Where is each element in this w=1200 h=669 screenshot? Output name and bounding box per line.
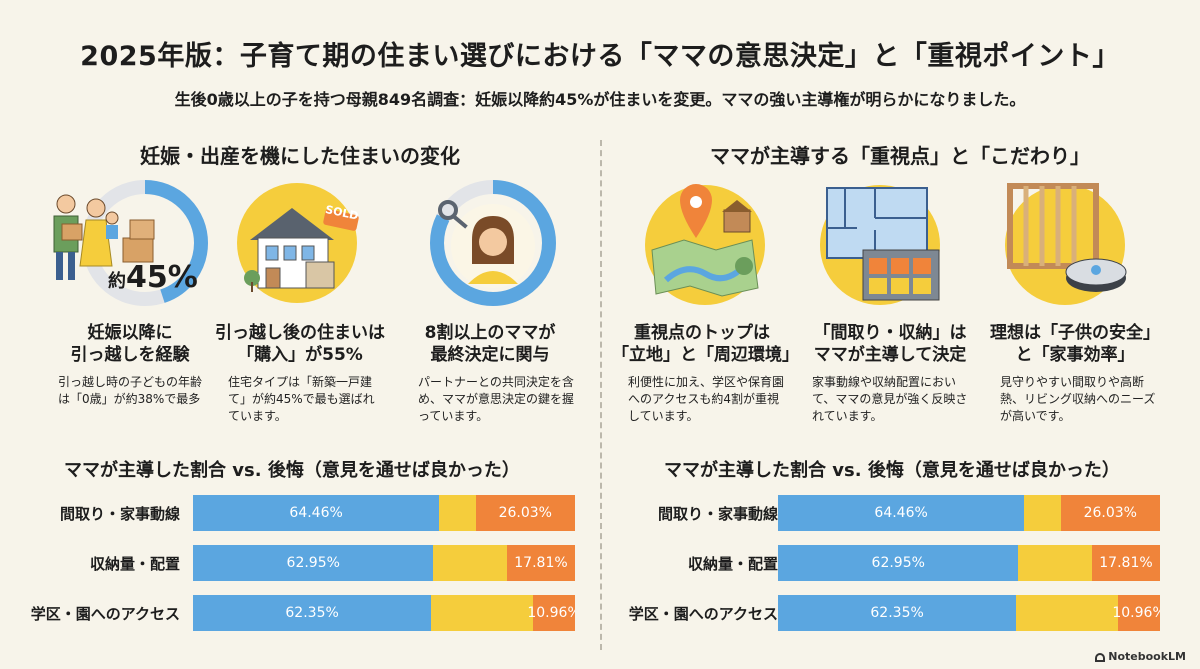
center-divider xyxy=(600,140,602,650)
left-led-bar: 64.46% xyxy=(193,495,440,531)
right-regret-bar: 10.96% xyxy=(1112,595,1160,631)
left-bar-row: 62.95% 17.81% xyxy=(193,545,575,581)
left-gap-bar xyxy=(433,545,507,581)
right-led-bar: 64.46% xyxy=(778,495,1025,531)
left-card-3-desc: パートナーとの共同決定を含め、ママが意思決定の鍵を握っています。 xyxy=(418,375,575,423)
left-row-label: 学区・園へのアクセス xyxy=(30,605,180,623)
left-bar-row: 62.35% 10.96% xyxy=(193,595,575,631)
right-card-1-title: 重視点のトップは 「立地」と「周辺環境」 xyxy=(612,323,799,365)
right-regret-bar: 17.81% xyxy=(1091,545,1160,581)
left-regret-bar: 26.03% xyxy=(475,495,575,531)
right-regret-bar: 26.03% xyxy=(1060,495,1160,531)
left-chart-title: ママが主導した割合 vs. 後悔（意見を通せば良かった） xyxy=(64,460,520,481)
right-card-1-desc: 利便性に加え、学区や保育園へのアクセスも約4割が重視しています。 xyxy=(628,375,785,423)
right-led-bar: 62.95% xyxy=(778,545,1019,581)
left-led-bar: 62.95% xyxy=(193,545,434,581)
right-gap-bar xyxy=(1018,545,1092,581)
family-boxes-icon xyxy=(48,188,158,288)
left-card-1-desc: 引っ越し時の子どもの年齢は「0歳」が約38%で最多 xyxy=(58,375,203,406)
right-bar-row: 62.35% 10.96% xyxy=(778,595,1160,631)
right-section-title: ママが主導する「重視点」と「こだわり」 xyxy=(710,144,1090,168)
left-section-title: 妊娠・出産を機にした住まいの変化 xyxy=(140,144,460,168)
right-chart-title: ママが主導した割合 vs. 後悔（意見を通せば良かった） xyxy=(664,460,1120,481)
right-bar-row: 64.46% 26.03% xyxy=(778,495,1160,531)
left-led-bar: 62.35% xyxy=(193,595,432,631)
moving-percentage-badge: 約45% xyxy=(108,260,198,295)
right-gap-bar xyxy=(1024,495,1061,531)
left-gap-bar xyxy=(431,595,534,631)
right-row-label: 間取り・家事動線 xyxy=(657,505,778,523)
safety-gate-robot-icon xyxy=(1000,180,1130,310)
right-row-label: 学区・園へのアクセス xyxy=(628,605,778,623)
left-row-label: 間取り・家事動線 xyxy=(59,505,180,523)
left-card-2-title: 引っ越し後の住まいは 「購入」が55% xyxy=(215,323,385,365)
right-card-3-desc: 見守りやすい間取りや高断熱、リビング収納へのニーズが高いです。 xyxy=(1000,375,1156,423)
right-row-label: 収納量・配置 xyxy=(687,555,778,573)
brand-footer: NotebookLM xyxy=(1095,650,1186,663)
decision-mom-icon xyxy=(428,178,558,308)
left-card-3-title: 8割以上のママが 最終決定に関与 xyxy=(424,323,556,365)
right-card-2-title: 「間取り・収納」は ママが主導して決定 xyxy=(813,323,967,365)
notebook-icon xyxy=(1095,652,1106,662)
floor-plan-icon xyxy=(815,180,945,310)
left-regret-bar: 17.81% xyxy=(506,545,575,581)
left-bar-row: 64.46% 26.03% xyxy=(193,495,575,531)
page-subtitle: 生後0歳以上の子を持つ母親849名調査：妊娠以降約45%が住まいを変更。ママの強… xyxy=(174,90,1026,109)
page-title: 2025年版：子育て期の住まい選びにおける「ママの意思決定」と「重視ポイント」 xyxy=(80,41,1120,72)
left-row-label: 収納量・配置 xyxy=(89,555,180,573)
right-bar-row: 62.95% 17.81% xyxy=(778,545,1160,581)
map-location-icon xyxy=(640,180,770,310)
left-gap-bar xyxy=(439,495,476,531)
left-card-1-title: 妊娠以降に 引っ越しを経験 xyxy=(70,323,190,365)
right-led-bar: 62.35% xyxy=(778,595,1017,631)
sold-house-icon xyxy=(232,178,362,308)
right-card-3-title: 理想は「子供の安全」 と「家事効率」 xyxy=(990,323,1160,365)
right-card-2-desc: 家事動線や収納配置において、ママの意見が強く反映されています。 xyxy=(812,375,968,423)
left-card-2-desc: 住宅タイプは「新築一戸建て」が約45%で最も選ばれています。 xyxy=(228,375,375,423)
right-gap-bar xyxy=(1016,595,1119,631)
left-regret-bar: 10.96% xyxy=(527,595,575,631)
